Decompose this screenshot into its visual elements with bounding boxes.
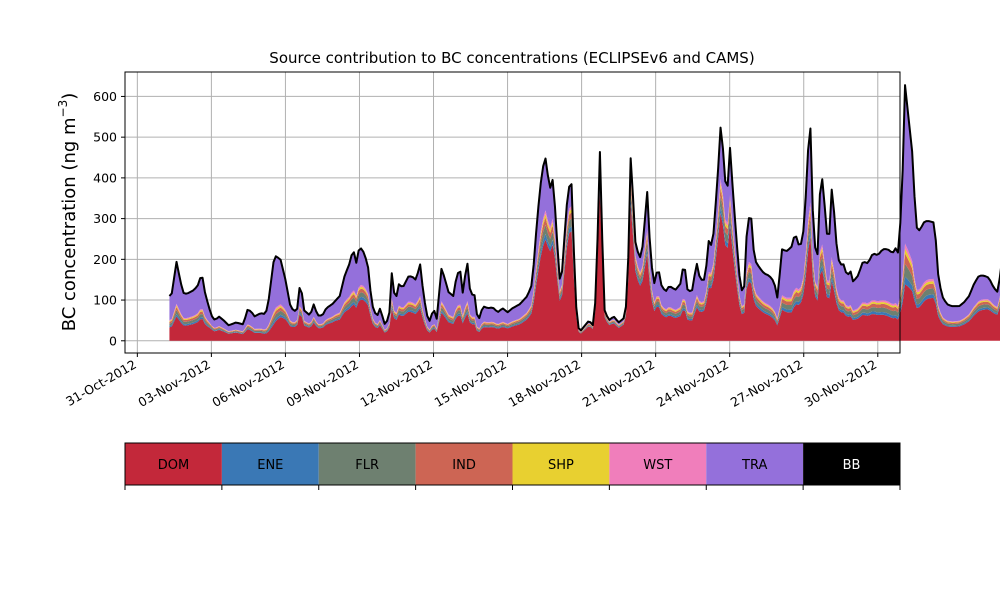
plot-frame xyxy=(124,71,901,354)
y-tick-label: 400 xyxy=(93,170,117,185)
legend-swatch-tra xyxy=(706,443,804,485)
area-tra xyxy=(169,85,1000,332)
legend-swatch-shp xyxy=(512,443,610,485)
legend-label-tra: TRA xyxy=(741,458,767,473)
legend-label-wst: WST xyxy=(643,458,672,473)
y-tick-label: 0 xyxy=(109,333,117,348)
legend-label-dom: DOM xyxy=(158,458,189,473)
area-dom xyxy=(169,189,1000,341)
y-tick-label: 300 xyxy=(93,211,117,226)
y-axis-label: BC concentration (ng m−3) xyxy=(56,93,80,332)
series-line-total xyxy=(168,84,1000,332)
legend-swatch-ind xyxy=(415,443,513,485)
legend-label-bb: BB xyxy=(843,458,861,473)
legend-label-ind: IND xyxy=(452,458,476,473)
legend-swatch-flr xyxy=(318,443,416,485)
legend-swatch-ene xyxy=(221,443,319,485)
y-tick-label: 200 xyxy=(93,252,117,267)
legend-swatch-wst xyxy=(609,443,707,485)
y-axis-ticks: 0 100 200 300 400 500 600 xyxy=(93,89,125,348)
legend-label-shp: SHP xyxy=(548,458,574,473)
stacked-areas xyxy=(169,85,1000,341)
legend-swatch-bb xyxy=(803,443,900,485)
legend-swatch-dom xyxy=(125,443,222,485)
y-tick-label: 100 xyxy=(93,293,117,308)
legend-label-ene: ENE xyxy=(257,458,283,473)
legend-label-flr: FLR xyxy=(355,458,379,473)
y-tick-label: 500 xyxy=(93,130,117,145)
total-line xyxy=(168,84,1000,332)
legend-colorbar: DOM ENE FLR IND SHP WST TRA BB xyxy=(124,442,901,490)
chart-title: Source contribution to BC concentrations… xyxy=(269,49,754,67)
y-tick-label: 600 xyxy=(93,89,117,104)
